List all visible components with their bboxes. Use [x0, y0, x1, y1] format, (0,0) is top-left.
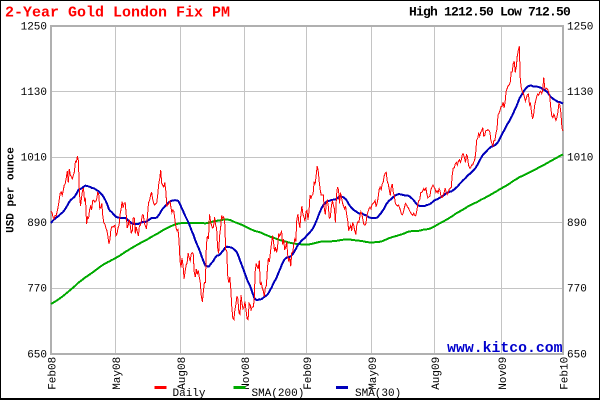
- svg-text:May08: May08: [112, 357, 124, 390]
- svg-text:Aug08: Aug08: [177, 357, 189, 390]
- svg-text:1010: 1010: [567, 153, 593, 165]
- svg-text:www.kitco.com: www.kitco.com: [447, 341, 563, 357]
- svg-text:Feb10: Feb10: [560, 357, 572, 390]
- svg-text:1010: 1010: [21, 153, 47, 165]
- svg-text:650: 650: [567, 349, 587, 361]
- svg-text:890: 890: [27, 218, 47, 230]
- svg-text:890: 890: [567, 218, 587, 230]
- svg-text:SMA(200): SMA(200): [252, 388, 305, 400]
- svg-text:High 1212.50 Low 712.50: High 1212.50 Low 712.50: [409, 4, 571, 19]
- svg-text:770: 770: [27, 284, 47, 296]
- svg-text:May09: May09: [368, 357, 380, 390]
- svg-text:Nov08: Nov08: [241, 357, 253, 390]
- svg-text:Aug09: Aug09: [431, 357, 443, 390]
- svg-text:SMA(30): SMA(30): [355, 388, 401, 400]
- svg-text:Daily: Daily: [173, 388, 206, 400]
- svg-text:Feb09: Feb09: [303, 357, 315, 390]
- svg-text:770: 770: [567, 284, 587, 296]
- svg-text:USD per ounce: USD per ounce: [6, 147, 18, 233]
- svg-text:1130: 1130: [21, 87, 47, 99]
- svg-text:Nov09: Nov09: [498, 357, 510, 390]
- svg-text:1250: 1250: [567, 22, 593, 34]
- svg-text:1130: 1130: [567, 87, 593, 99]
- svg-text:Feb08: Feb08: [48, 357, 60, 390]
- svg-text:650: 650: [27, 349, 47, 361]
- svg-text:1250: 1250: [21, 22, 47, 34]
- svg-text:2-Year Gold London Fix PM: 2-Year Gold London Fix PM: [5, 5, 230, 22]
